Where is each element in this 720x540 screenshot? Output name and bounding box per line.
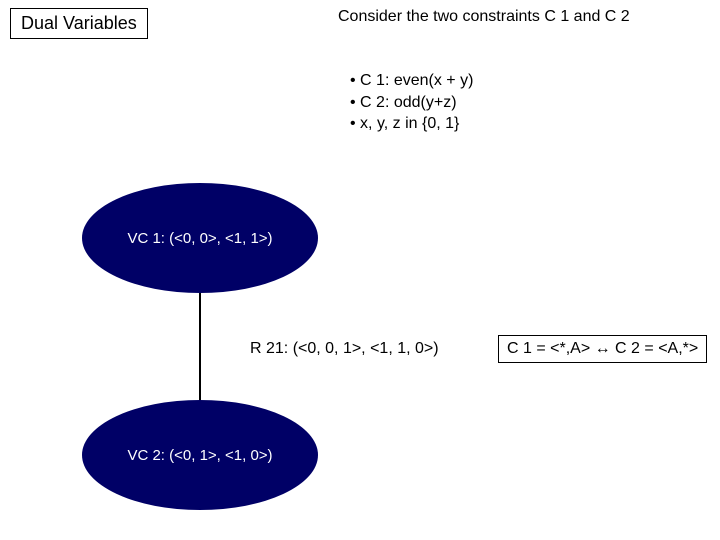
node-vc2-label: VC 2: (<0, 1>, <1, 0>) — [127, 447, 272, 464]
constraints-list: C 1: even(x + y) C 2: odd(y+z) x, y, z i… — [350, 70, 473, 135]
node-vc2: VC 2: (<0, 1>, <1, 0>) — [82, 400, 318, 510]
constraint-item: x, y, z in {0, 1} — [350, 113, 473, 135]
page-title: Dual Variables — [21, 13, 137, 33]
mapping-text: C 1 = <*,A> ↔ C 2 = <A,*> — [507, 340, 698, 357]
node-vc1-label: VC 1: (<0, 0>, <1, 1>) — [127, 230, 272, 247]
constraints-header-text: Consider the two constraints C 1 and C 2 — [338, 8, 630, 25]
edge-label: R 21: (<0, 0, 1>, <1, 1, 0>) — [250, 340, 439, 358]
constraints-header: Consider the two constraints C 1 and C 2 — [338, 8, 630, 26]
constraint-item: C 1: even(x + y) — [350, 70, 473, 92]
edge-label-text: R 21: (<0, 0, 1>, <1, 1, 0>) — [250, 340, 439, 357]
mapping-box: C 1 = <*,A> ↔ C 2 = <A,*> — [498, 335, 707, 363]
constraint-item: C 2: odd(y+z) — [350, 92, 473, 114]
node-vc1: VC 1: (<0, 0>, <1, 1>) — [82, 183, 318, 293]
page-title-box: Dual Variables — [10, 8, 148, 39]
